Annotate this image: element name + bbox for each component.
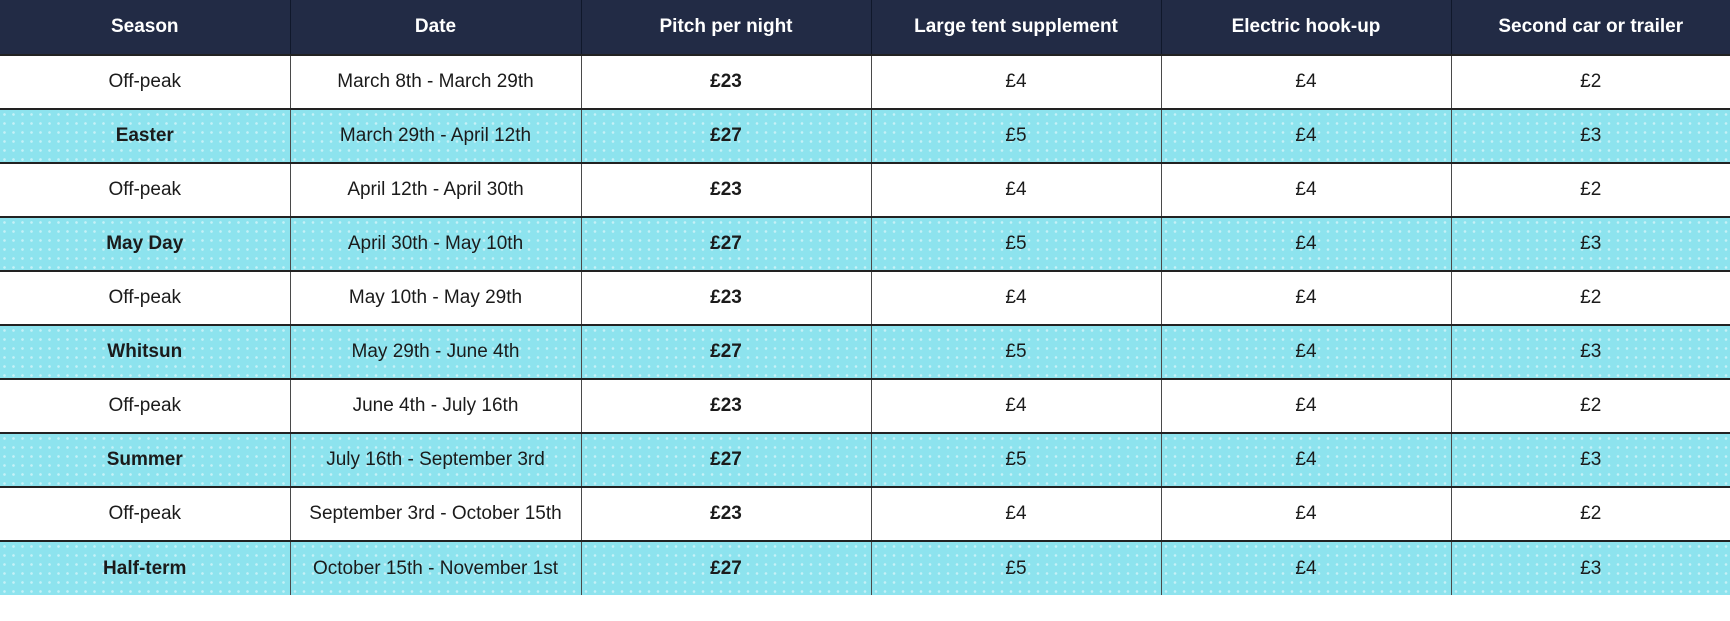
cell-electric-hook-up: £4 (1160, 378, 1452, 434)
cell-season: Off-peak (0, 270, 291, 326)
cell-large-tent-supplement: £4 (870, 54, 1162, 110)
header-cell-large-tent-supplement: Large tent supplement (870, 0, 1162, 56)
table-row: Off-peak September 3rd - October 15th £23 £… (0, 486, 1730, 542)
cell-date: March 8th - March 29th (289, 54, 582, 110)
cell-pitch-per-night: £27 (580, 108, 872, 164)
cell-season: Off-peak (0, 486, 291, 542)
cell-electric-hook-up: £4 (1160, 324, 1452, 380)
cell-second-car-or-trailer: £2 (1450, 378, 1730, 434)
header-cell-second-car-or-trailer: Second car or trailer (1450, 0, 1730, 56)
table-row: Off-peak April 12th - April 30th £23 £4 £4 £2 (0, 162, 1730, 218)
cell-electric-hook-up: £4 (1160, 54, 1452, 110)
cell-date: September 3rd - October 15th (289, 486, 582, 542)
cell-pitch-per-night: £23 (580, 378, 872, 434)
cell-date: July 16th - September 3rd (289, 432, 582, 488)
cell-second-car-or-trailer: £3 (1450, 324, 1730, 380)
cell-date: October 15th - November 1st (289, 540, 582, 595)
table-row: Whitsun May 29th - June 4th £27 £5 £4 £3 (0, 324, 1730, 380)
cell-second-car-or-trailer: £2 (1450, 270, 1730, 326)
pricing-table: Season Date Pitch per night Large tent s… (0, 0, 1730, 595)
cell-date: April 12th - April 30th (289, 162, 582, 218)
header-cell-electric-hook-up: Electric hook-up (1160, 0, 1452, 56)
table-row: Off-peak March 8th - March 29th £23 £4 £4 £2 (0, 54, 1730, 110)
cell-date: May 10th - May 29th (289, 270, 582, 326)
cell-date: March 29th - April 12th (289, 108, 582, 164)
cell-large-tent-supplement: £5 (870, 432, 1162, 488)
cell-pitch-per-night: £23 (580, 270, 872, 326)
cell-pitch-per-night: £27 (580, 432, 872, 488)
table-row: Easter March 29th - April 12th £27 £5 £4 £3 (0, 108, 1730, 164)
table-row: Off-peak June 4th - July 16th £23 £4 £4 £2 (0, 378, 1730, 434)
cell-large-tent-supplement: £5 (870, 216, 1162, 272)
cell-pitch-per-night: £27 (580, 216, 872, 272)
cell-pitch-per-night: £23 (580, 486, 872, 542)
table-row: Half-term October 15th - November 1st £27 £… (0, 540, 1730, 595)
cell-large-tent-supplement: £4 (870, 486, 1162, 542)
cell-large-tent-supplement: £4 (870, 270, 1162, 326)
cell-season: May Day (0, 216, 291, 272)
cell-pitch-per-night: £27 (580, 324, 872, 380)
table-row: Summer July 16th - September 3rd £27 £5 £4 £3 (0, 432, 1730, 488)
cell-electric-hook-up: £4 (1160, 162, 1452, 218)
header-cell-season: Season (0, 0, 291, 56)
cell-electric-hook-up: £4 (1160, 486, 1452, 542)
cell-second-car-or-trailer: £3 (1450, 108, 1730, 164)
cell-date: May 29th - June 4th (289, 324, 582, 380)
cell-large-tent-supplement: £4 (870, 378, 1162, 434)
cell-season: Off-peak (0, 54, 291, 110)
cell-season: Off-peak (0, 378, 291, 434)
cell-season: Whitsun (0, 324, 291, 380)
cell-large-tent-supplement: £5 (870, 540, 1162, 595)
cell-electric-hook-up: £4 (1160, 270, 1452, 326)
cell-date: April 30th - May 10th (289, 216, 582, 272)
cell-large-tent-supplement: £5 (870, 324, 1162, 380)
cell-electric-hook-up: £4 (1160, 108, 1452, 164)
cell-season: Easter (0, 108, 291, 164)
pricing-table-header: Season Date Pitch per night Large tent s… (0, 0, 1730, 56)
cell-electric-hook-up: £4 (1160, 432, 1452, 488)
cell-large-tent-supplement: £4 (870, 162, 1162, 218)
table-row: Off-peak May 10th - May 29th £23 £4 £4 £2 (0, 270, 1730, 326)
cell-pitch-per-night: £23 (580, 54, 872, 110)
cell-second-car-or-trailer: £3 (1450, 540, 1730, 595)
cell-large-tent-supplement: £5 (870, 108, 1162, 164)
cell-date: June 4th - July 16th (289, 378, 582, 434)
cell-season: Off-peak (0, 162, 291, 218)
cell-season: Summer (0, 432, 291, 488)
pricing-table-body: Off-peak March 8th - March 29th £23 £4 £4 £2 E… (0, 54, 1730, 595)
cell-second-car-or-trailer: £2 (1450, 54, 1730, 110)
table-row: May Day April 30th - May 10th £27 £5 £4 £3 (0, 216, 1730, 272)
header-cell-pitch-per-night: Pitch per night (580, 0, 872, 56)
cell-second-car-or-trailer: £3 (1450, 432, 1730, 488)
cell-electric-hook-up: £4 (1160, 540, 1452, 595)
cell-pitch-per-night: £27 (580, 540, 872, 595)
cell-pitch-per-night: £23 (580, 162, 872, 218)
cell-second-car-or-trailer: £2 (1450, 162, 1730, 218)
cell-second-car-or-trailer: £3 (1450, 216, 1730, 272)
header-cell-date: Date (289, 0, 582, 56)
cell-season: Half-term (0, 540, 291, 595)
cell-electric-hook-up: £4 (1160, 216, 1452, 272)
cell-second-car-or-trailer: £2 (1450, 486, 1730, 542)
header-row: Season Date Pitch per night Large tent s… (0, 0, 1730, 56)
